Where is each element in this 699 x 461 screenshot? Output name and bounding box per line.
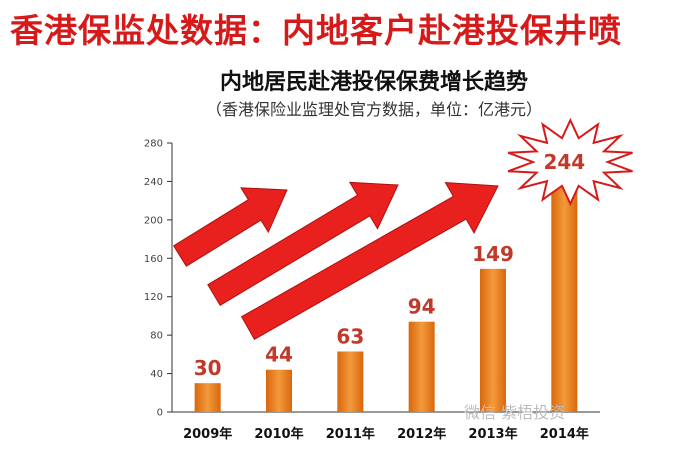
- bar: [266, 370, 292, 412]
- y-tick-label: 200: [144, 215, 163, 226]
- highlight-label: 244: [543, 150, 585, 174]
- data-label: 149: [472, 242, 514, 266]
- trend-arrows: [174, 182, 498, 339]
- x-tick-label: 2014年: [540, 426, 589, 442]
- y-tick-label: 0: [157, 408, 163, 419]
- bar: [480, 269, 506, 412]
- y-tick-label: 120: [144, 292, 163, 303]
- bar: [195, 383, 221, 412]
- watermark: 微信 紫梧投资: [464, 399, 565, 423]
- data-label: 63: [336, 324, 364, 348]
- bar: [551, 178, 577, 412]
- y-tick-label: 80: [150, 331, 163, 342]
- x-tick-label: 2012年: [397, 426, 446, 442]
- data-label: 44: [265, 343, 293, 367]
- data-label: 30: [194, 356, 222, 380]
- bar: [337, 351, 363, 412]
- data-label: 94: [408, 295, 436, 319]
- y-tick-label: 160: [144, 254, 163, 265]
- y-tick-label: 40: [150, 369, 163, 380]
- y-tick-label: 280: [144, 139, 163, 150]
- y-tick-label: 240: [144, 177, 163, 188]
- x-tick-label: 2011年: [326, 426, 375, 442]
- bar: [409, 322, 435, 412]
- x-tick-label: 2009年: [183, 426, 232, 442]
- x-tick-label: 2010年: [254, 426, 303, 442]
- x-tick-label: 2013年: [468, 426, 517, 442]
